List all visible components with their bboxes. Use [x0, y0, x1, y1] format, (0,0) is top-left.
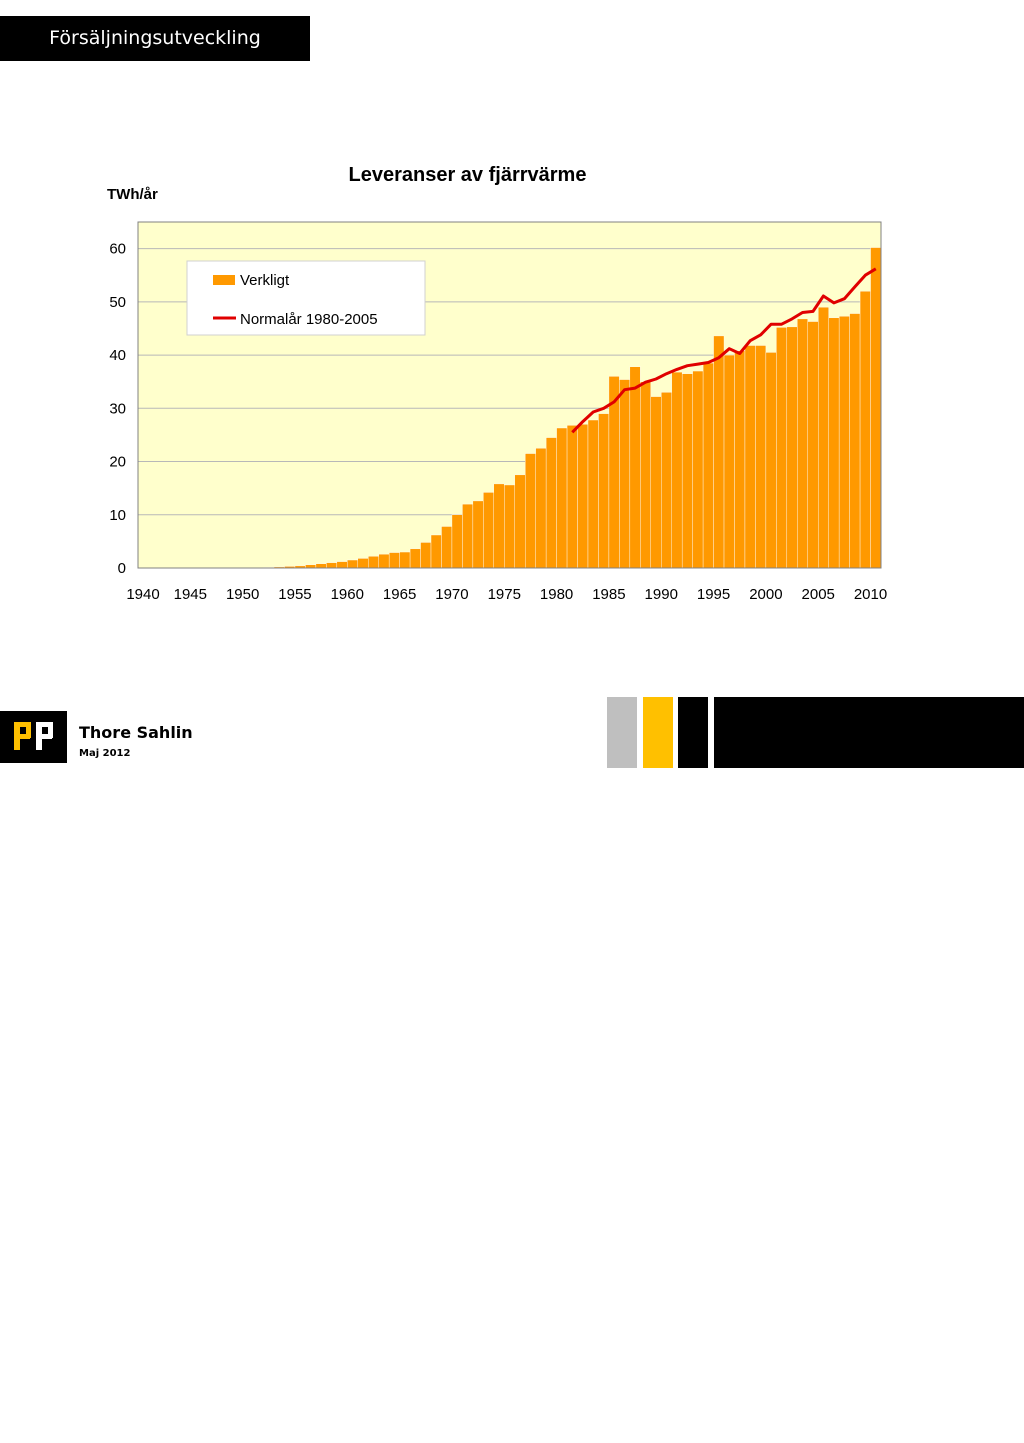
x-tick-label: 1970 [435, 586, 468, 603]
bar [545, 437, 557, 569]
footer-date: Maj 2012 [79, 748, 131, 759]
bar [692, 370, 704, 569]
bar [430, 534, 442, 569]
bar [336, 561, 348, 569]
x-tick-label: 2005 [802, 586, 835, 603]
bar [504, 484, 515, 569]
bar [566, 425, 578, 569]
bar [315, 563, 327, 569]
bar [671, 371, 683, 569]
bar [849, 313, 861, 569]
bar [535, 448, 547, 569]
bar [619, 379, 631, 569]
legend-label-normalar: Normalår 1980-2005 [240, 311, 378, 328]
bar [483, 492, 495, 569]
bar [556, 427, 568, 569]
bar [713, 335, 725, 569]
bar [357, 558, 369, 569]
bar [661, 392, 672, 569]
chart-svg: 0 10 20 30 40 50 60 1940 1945 1950 1955 1960 1965 197… [109, 221, 887, 603]
bar [765, 352, 777, 569]
x-tick-label: 1975 [488, 586, 521, 603]
bar [797, 318, 808, 569]
y-tick-label: 10 [109, 507, 126, 524]
y-tick-label: 40 [109, 347, 126, 364]
company-logo [0, 711, 67, 763]
bar [702, 362, 714, 569]
decor-yellow-stripe [643, 697, 673, 768]
bar [807, 321, 819, 569]
bar [744, 345, 756, 569]
footer-organization: Norsk Fjernvarme, Ålesund [717, 1419, 1013, 1443]
bar [420, 542, 432, 569]
bar [870, 247, 882, 569]
bar [734, 350, 746, 569]
bar [587, 419, 599, 569]
bar [681, 373, 693, 569]
x-tick-label: 1965 [383, 586, 416, 603]
x-tick-label: 1945 [174, 586, 207, 603]
chart-title: Leveranser av fjärrvärme [348, 164, 587, 186]
bar [388, 552, 400, 569]
bar [629, 366, 641, 569]
legend-label-verkligt: Verkligt [240, 272, 290, 289]
bar [462, 503, 474, 569]
bar [818, 306, 829, 569]
x-tick-label: 2000 [749, 586, 782, 603]
x-tick-label: 1995 [697, 586, 730, 603]
bar [755, 345, 767, 569]
bar [577, 424, 589, 569]
x-tick-label: 2010 [854, 586, 887, 603]
x-tick-label: 1950 [226, 586, 259, 603]
x-tick-label: 1955 [278, 586, 311, 603]
bar [451, 514, 463, 569]
bar [640, 381, 651, 569]
bar [493, 483, 505, 569]
bar [399, 551, 411, 569]
x-tick-label: 1985 [592, 586, 625, 603]
y-axis-unit-label: TWh/år [107, 186, 158, 203]
decor-gray-stripe [607, 697, 637, 768]
legend: Verkligt Normalår 1980-2005 [186, 260, 426, 336]
y-tick-label: 30 [109, 400, 126, 417]
legend-box [186, 260, 426, 336]
bar [378, 553, 390, 569]
y-tick-label: 20 [109, 454, 126, 471]
bar [514, 474, 526, 569]
bar [776, 327, 788, 569]
legend-swatch-verkligt [213, 275, 235, 285]
axes: 0 10 20 30 40 50 60 1940 1945 1950 1955 1960 1965 197… [109, 241, 887, 603]
line-normalar [571, 267, 877, 434]
bar [524, 453, 536, 569]
footer-org-bar: Norsk Fjernvarme, Ålesund [714, 697, 1024, 1443]
y-tick-label: 50 [109, 294, 126, 311]
footer-author: Thore Sahlin [79, 723, 193, 742]
decor-black-stripe [678, 697, 708, 768]
bars-verkligt [263, 247, 882, 569]
bar [723, 354, 735, 569]
bar [347, 559, 358, 569]
bar [828, 317, 840, 569]
bar [598, 413, 610, 569]
x-tick-label: 1940 [126, 586, 159, 603]
x-tick-label: 1990 [645, 586, 678, 603]
bar [409, 548, 421, 569]
bar [838, 316, 850, 569]
bar [368, 556, 379, 569]
bar [650, 396, 662, 569]
bar [472, 500, 484, 569]
bar [859, 291, 871, 569]
y-tick-label: 60 [109, 241, 126, 258]
header-title: Försäljningsutveckling [0, 16, 310, 61]
bar [441, 526, 453, 569]
x-tick-label: 1980 [540, 586, 573, 603]
x-tick-label: 1960 [331, 586, 364, 603]
y-tick-label: 0 [118, 560, 126, 577]
plot-frame [137, 221, 882, 569]
bar [326, 562, 338, 569]
bar [786, 326, 798, 569]
